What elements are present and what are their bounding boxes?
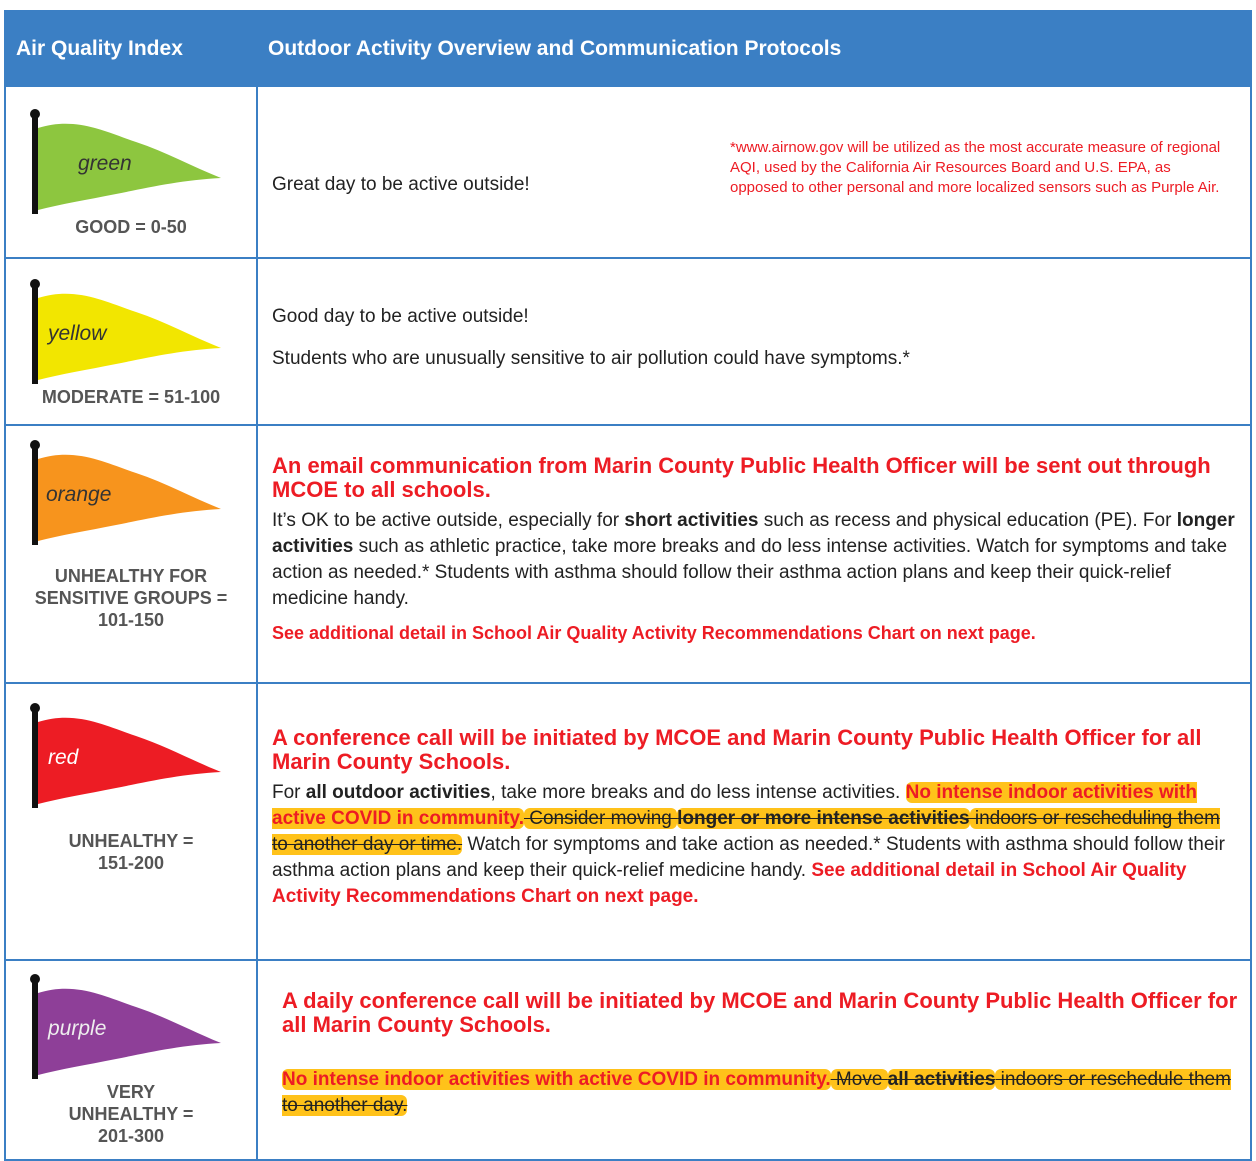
text: See additional detail in School Air Qual… bbox=[272, 859, 1187, 907]
flag-label: yellow bbox=[46, 322, 108, 345]
content-cell: Good day to be active outside! Students … bbox=[256, 257, 1252, 426]
text: Good day to be active outside! bbox=[272, 305, 529, 327]
aqi-table: Air Quality Index Outdoor Activity Overv… bbox=[4, 10, 1252, 1161]
row: yellow MODERATE = 51-100 Good day to be … bbox=[4, 257, 1252, 426]
text: For bbox=[272, 781, 306, 803]
content-cell: *www.airnow.gov will be utilized as the … bbox=[256, 85, 1252, 259]
aqi-cell: orange UNHEALTHY FOR SENSITIVE GROUPS = … bbox=[4, 424, 258, 684]
flag-label: red bbox=[48, 746, 80, 769]
aqi-cell: purple VERY UNHEALTHY = 201-300 bbox=[4, 959, 258, 1161]
row: purple VERY UNHEALTHY = 201-300 A daily … bbox=[4, 959, 1252, 1161]
text: Students who are unusually sensitive to … bbox=[272, 347, 910, 369]
level-label: VERY UNHEALTHY = 201-300 bbox=[68, 1082, 194, 1146]
row: orange UNHEALTHY FOR SENSITIVE GROUPS = … bbox=[4, 424, 1252, 684]
aqi-cell: red UNHEALTHY = 151-200 bbox=[4, 682, 258, 961]
struck-text: Consider moving bbox=[523, 807, 678, 829]
text: short activities bbox=[624, 510, 759, 531]
text: , take more breaks and do less intense a… bbox=[490, 781, 906, 803]
header-cell: Air Quality Index bbox=[4, 10, 258, 87]
aqi-cell: yellow MODERATE = 51-100 bbox=[4, 257, 258, 426]
level-label: UNHEALTHY = 151-200 bbox=[68, 830, 194, 873]
row: green GOOD = 0-50 *www.airnow.gov will b… bbox=[4, 85, 1252, 259]
heading: A conference call will be initiated by M… bbox=[272, 724, 1202, 774]
paragraph: Good day to be active outside! bbox=[272, 304, 1240, 330]
flag-label: green bbox=[78, 152, 132, 175]
struck-text: longer or more intense activities bbox=[677, 807, 970, 829]
flag: yellow bbox=[30, 278, 221, 384]
level-label: MODERATE = 51-100 bbox=[41, 386, 221, 407]
flag: orange bbox=[30, 440, 221, 545]
text: all outdoor activities bbox=[305, 781, 491, 803]
row: red UNHEALTHY = 151-200 A conference cal… bbox=[4, 682, 1252, 961]
content-cell: An email communication from Marin County… bbox=[256, 424, 1252, 684]
paragraph: See additional detail in School Air Qual… bbox=[272, 620, 1240, 646]
struck-text: all activities bbox=[887, 1069, 996, 1090]
flag-label: purple bbox=[47, 1017, 106, 1040]
text: Watch for symptoms and take action as ne… bbox=[272, 833, 1225, 881]
content-cell: A daily conference call will be initiate… bbox=[256, 959, 1252, 1161]
heading: A daily conference call will be initiate… bbox=[282, 988, 1238, 1037]
flag: purple bbox=[30, 974, 221, 1079]
note: *www.airnow.gov will be utilized as the … bbox=[730, 139, 1221, 196]
paragraph: For all outdoor activities, take more br… bbox=[272, 780, 1240, 910]
aqi-cell: green GOOD = 0-50 bbox=[4, 85, 258, 259]
flag: green bbox=[30, 109, 221, 214]
struck-text: Move bbox=[830, 1069, 888, 1090]
flag-label: orange bbox=[46, 483, 111, 506]
level-label: GOOD = 0-50 bbox=[75, 217, 187, 237]
level-label: UNHEALTHY FOR SENSITIVE GROUPS = 101-150 bbox=[34, 566, 228, 630]
paragraph: No intense indoor activities with active… bbox=[282, 1067, 1240, 1119]
paragraph: It’s OK to be active outside, especially… bbox=[272, 508, 1240, 612]
flag: red bbox=[30, 702, 221, 808]
text: Great day to be active outside! bbox=[272, 174, 530, 195]
text: such as recess and physical education (P… bbox=[758, 510, 1177, 531]
text: such as athletic practice, take more bre… bbox=[272, 536, 1228, 609]
text: See additional detail in School Air Qual… bbox=[272, 623, 1036, 643]
highlight: No intense indoor activities with active… bbox=[282, 1069, 831, 1090]
heading: An email communication from Marin County… bbox=[272, 453, 1211, 502]
header-cell: Outdoor Activity Overview and Communicat… bbox=[256, 10, 1252, 87]
content-cell: A conference call will be initiated by M… bbox=[256, 682, 1252, 961]
paragraph: Great day to be active outside! bbox=[272, 138, 1240, 198]
text: longer activities bbox=[272, 510, 1235, 557]
paragraph: Students who are unusually sensitive to … bbox=[272, 346, 1240, 372]
header-row: Air Quality Index Outdoor Activity Overv… bbox=[4, 10, 1252, 87]
text: It’s OK to be active outside, especially… bbox=[272, 510, 625, 531]
